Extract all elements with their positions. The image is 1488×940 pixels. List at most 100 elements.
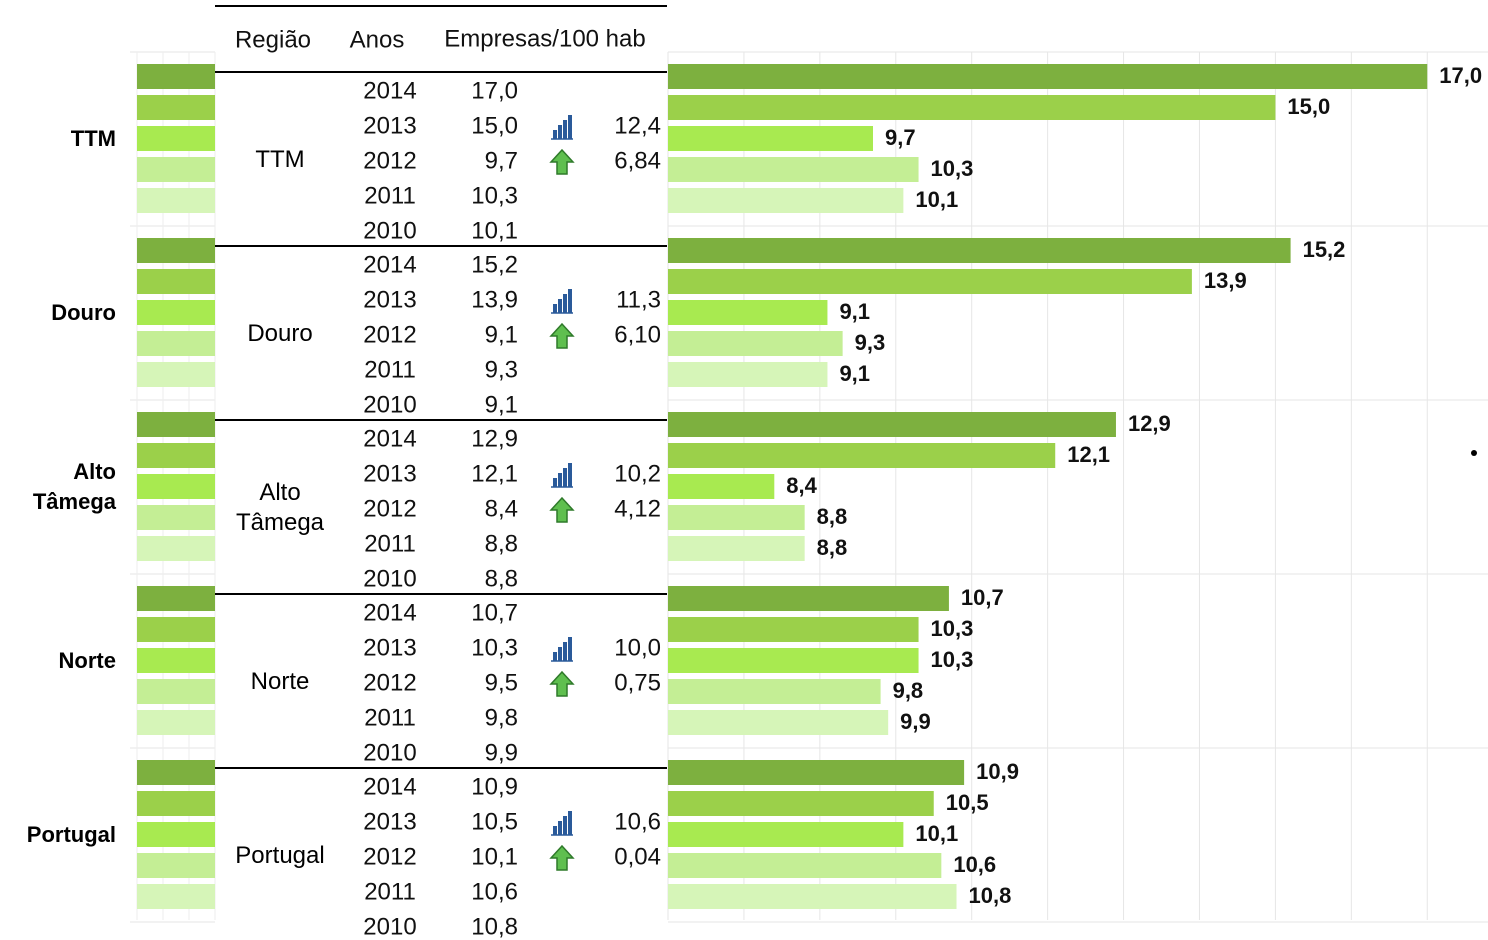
chart-icon: [553, 826, 557, 835]
swatch: [137, 443, 215, 468]
bar: [668, 157, 919, 182]
year: 2013: [363, 112, 416, 139]
value: 8,8: [485, 565, 518, 592]
swatch: [137, 188, 215, 213]
value: 10,7: [471, 599, 518, 626]
average: 12,4: [614, 112, 661, 139]
value: 9,1: [485, 321, 518, 348]
swatch: [137, 586, 215, 611]
bar: [668, 710, 889, 735]
value-label: 15,2: [1303, 237, 1346, 262]
bar: [668, 474, 775, 499]
value-label: 10,8: [969, 883, 1012, 908]
year: 2010: [363, 391, 416, 418]
swatch: [137, 331, 215, 356]
year: 2013: [363, 634, 416, 661]
swatch: [137, 853, 215, 878]
bar: [668, 412, 1116, 437]
bar: [668, 188, 904, 213]
year: 2012: [363, 495, 416, 522]
region-name: Douro: [247, 320, 313, 347]
up-arrow: [549, 496, 575, 523]
chart-icon: [553, 304, 557, 313]
growth: 4,12: [614, 495, 661, 522]
average: 10,6: [614, 808, 661, 835]
value-label: 9,1: [839, 299, 870, 324]
swatch: [137, 679, 215, 704]
chart-icon: [558, 299, 562, 313]
bar: [668, 64, 1428, 89]
value: 10,3: [471, 634, 518, 661]
value: 9,7: [485, 147, 518, 174]
chart-icon: [558, 125, 562, 139]
bar: [668, 536, 805, 561]
value: 12,1: [471, 460, 518, 487]
swatch: [137, 791, 215, 816]
value-label: 8,4: [786, 473, 817, 498]
value: 9,9: [485, 739, 518, 766]
swatch: [137, 412, 215, 437]
average: 10,0: [614, 634, 661, 661]
value: 9,3: [485, 356, 518, 383]
year: 2013: [363, 286, 416, 313]
value-label: 8,8: [817, 535, 848, 560]
year: 2012: [363, 147, 416, 174]
value: 9,8: [485, 704, 518, 731]
year: 2011: [364, 182, 416, 209]
up-arrow: [549, 148, 575, 175]
up-arrow: [549, 322, 575, 349]
year: 2014: [363, 251, 416, 278]
value: 9,1: [485, 391, 518, 418]
year: 2014: [363, 773, 416, 800]
swatch: [137, 474, 215, 499]
value: 9,5: [485, 669, 518, 696]
chart-icon: [568, 115, 572, 139]
chart-icon: [558, 821, 562, 835]
year: 2010: [363, 217, 416, 244]
year: 2013: [363, 460, 416, 487]
year: 2014: [363, 425, 416, 452]
bar: [668, 679, 881, 704]
header: Empresas/100 hab: [444, 25, 645, 52]
chart-icon: [553, 478, 557, 487]
chart-icon: [553, 130, 557, 139]
region-label: Douro: [51, 300, 116, 325]
value: 13,9: [471, 286, 518, 313]
swatch: [137, 269, 215, 294]
value-label: 9,9: [900, 709, 931, 734]
value-label: 17,0: [1439, 63, 1482, 88]
swatch: [137, 884, 215, 909]
chart-icon: [563, 120, 567, 139]
chart-icon: [568, 289, 572, 313]
bar: [668, 443, 1056, 468]
year: 2011: [364, 878, 416, 905]
bar: [668, 617, 919, 642]
chart-icon: [563, 642, 567, 661]
growth: 6,10: [614, 321, 661, 348]
value-label: 10,3: [931, 156, 974, 181]
year: 2013: [363, 808, 416, 835]
value-label: 10,3: [931, 616, 974, 641]
value-label: 10,3: [931, 647, 974, 672]
value-label: 10,1: [915, 187, 958, 212]
value: 17,0: [471, 77, 518, 104]
bar: [668, 362, 828, 387]
bar: [668, 238, 1291, 263]
average: 11,3: [616, 286, 661, 313]
swatch: [137, 238, 215, 263]
header: Anos: [350, 26, 405, 53]
swatch: [137, 710, 215, 735]
bar: [668, 853, 942, 878]
bar: [668, 884, 957, 909]
bar: [668, 95, 1276, 120]
region-label: Norte: [58, 648, 116, 673]
region-label: Portugal: [26, 822, 116, 847]
region-label: Alto Tâmega: [32, 459, 116, 514]
bar: [668, 331, 843, 356]
value-label: 10,1: [915, 821, 958, 846]
value: 10,9: [471, 773, 518, 800]
swatch: [137, 648, 215, 673]
up-arrow: [549, 844, 575, 871]
value-label: 10,6: [953, 852, 996, 877]
